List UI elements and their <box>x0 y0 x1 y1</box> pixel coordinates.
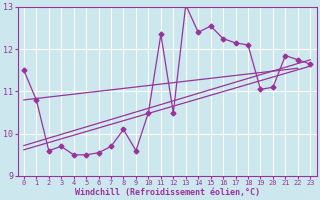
X-axis label: Windchill (Refroidissement éolien,°C): Windchill (Refroidissement éolien,°C) <box>75 188 260 197</box>
